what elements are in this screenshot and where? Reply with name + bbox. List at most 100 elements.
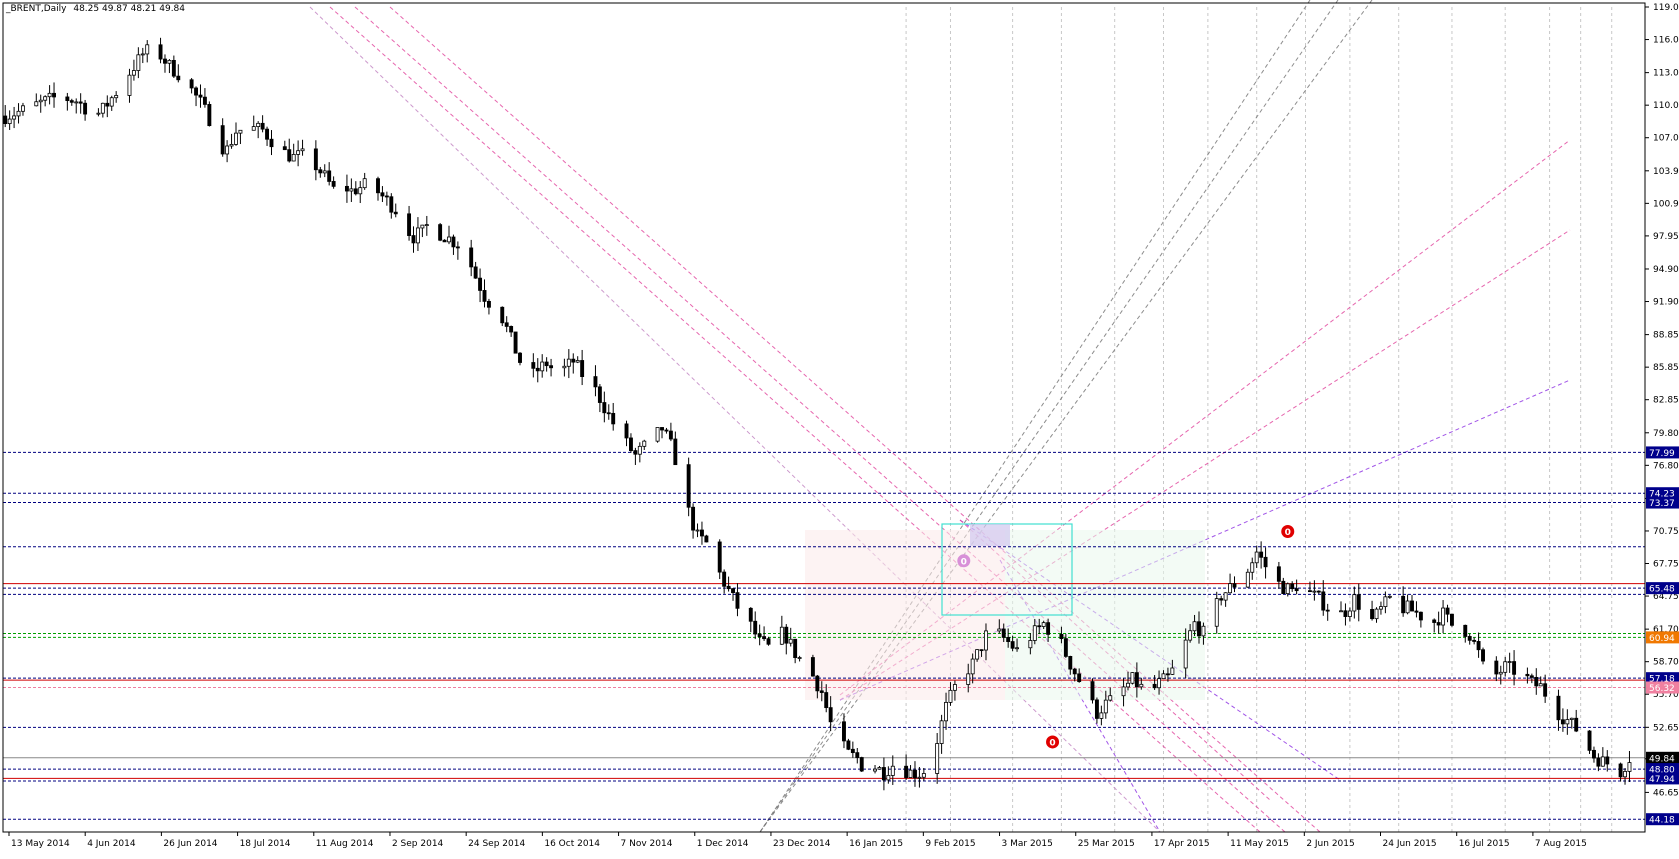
x-tick-label: 25 Mar 2015: [1078, 839, 1135, 849]
candle-body: [1512, 661, 1517, 675]
candle-body: [176, 75, 181, 81]
candle-body: [318, 169, 323, 174]
candle-body: [1534, 676, 1539, 687]
price-tag-label: 65.48: [1649, 585, 1675, 595]
candle-body: [1170, 667, 1175, 675]
candle-body: [881, 767, 886, 781]
marker-label: 0: [1049, 738, 1055, 748]
candle-body: [1245, 571, 1250, 588]
y-tick-label: 55.70: [1653, 690, 1679, 700]
candle-body: [287, 149, 292, 162]
candle-body: [544, 361, 549, 367]
candle-body: [540, 361, 545, 372]
candle-body: [105, 102, 110, 107]
x-tick-label: 9 Feb 2015: [925, 839, 975, 849]
y-tick-label: 70.75: [1653, 527, 1679, 537]
candle-body: [1232, 583, 1237, 588]
candle-body: [855, 752, 860, 758]
candle-body: [606, 412, 611, 415]
candle-body: [1285, 583, 1290, 595]
candle-body: [127, 74, 132, 96]
x-tick-label: 4 Jun 2014: [87, 839, 136, 849]
candle-body: [256, 122, 261, 128]
candle-body: [1352, 594, 1357, 612]
candle-body: [1472, 639, 1477, 642]
candle-body: [1605, 756, 1610, 765]
candle-body: [1059, 633, 1064, 640]
candle-body: [1281, 580, 1286, 595]
fan-line-pink: [839, 139, 1571, 696]
candle-body: [913, 769, 917, 779]
candle-body: [1565, 719, 1570, 725]
candle-body: [1108, 695, 1113, 701]
fan-line-pink: [839, 229, 1571, 701]
candle-body: [549, 365, 554, 369]
candle-body: [1592, 749, 1596, 759]
candle-body: [1290, 583, 1295, 590]
candle-body: [1436, 622, 1441, 626]
candle-body: [637, 445, 642, 455]
candle-body: [695, 529, 700, 532]
candle-body: [1383, 596, 1388, 608]
channel-line-pink: [389, 6, 1321, 833]
candle-body: [1121, 686, 1126, 697]
candle-body: [265, 128, 270, 140]
candle-body: [793, 638, 798, 658]
candle-body: [260, 122, 265, 130]
candle-body: [234, 132, 238, 145]
y-tick-label: 91.90: [1653, 298, 1679, 308]
candle-body: [52, 92, 56, 98]
x-tick-label: 3 Mar 2015: [1002, 839, 1053, 849]
price-tag: [1646, 772, 1679, 785]
candle-body: [997, 628, 1002, 632]
candle-body: [1103, 699, 1108, 714]
candle-body: [842, 721, 846, 742]
candle-body: [376, 178, 380, 194]
candle-body: [1312, 590, 1317, 593]
candle-body: [1010, 641, 1015, 649]
candle-body: [202, 96, 207, 105]
price-tag: [1646, 813, 1679, 826]
x-tick-label: 16 Jul 2015: [1459, 839, 1510, 849]
price-tag-label: 47.94: [1649, 775, 1675, 785]
candle-body: [1627, 762, 1632, 772]
candle-body: [975, 649, 980, 660]
candle-body: [438, 224, 443, 241]
candle-body: [1498, 671, 1503, 675]
candle-body: [1339, 610, 1343, 613]
price-tag-label: 56.32: [1649, 684, 1675, 694]
y-tick-label: 67.75: [1653, 560, 1679, 570]
candle-body: [575, 360, 580, 363]
x-tick-label: 18 Jul 2014: [240, 839, 291, 849]
candle-body: [731, 588, 735, 594]
candle-body: [424, 224, 429, 226]
candle-body: [1068, 656, 1073, 670]
candle-body: [611, 412, 616, 425]
candle-body: [136, 54, 141, 71]
candle-body: [762, 636, 767, 640]
candle-body: [828, 707, 833, 723]
candle-body: [691, 506, 696, 531]
price-tag-label: 74.23: [1649, 490, 1675, 500]
candle-body: [411, 235, 416, 244]
candle-body: [220, 125, 225, 155]
candle-body: [1254, 551, 1259, 564]
candle-body: [788, 638, 793, 644]
candle-body: [131, 70, 136, 76]
candle-body: [451, 236, 456, 248]
candle-body: [908, 769, 913, 778]
y-tick-label: 94.90: [1653, 265, 1679, 275]
candle-body: [229, 144, 234, 147]
candle-body: [1197, 621, 1201, 637]
chart-frame: [2, 2, 1646, 833]
candle-body: [704, 535, 709, 543]
candle-body: [1201, 625, 1206, 637]
candle-body: [939, 720, 944, 744]
candle-body: [269, 138, 274, 148]
candle-body: [1192, 621, 1197, 632]
candle-body: [935, 743, 940, 774]
candle-body: [535, 367, 540, 372]
candle-body: [722, 571, 727, 587]
price-tag: [1646, 763, 1679, 776]
candle-body: [189, 79, 194, 89]
